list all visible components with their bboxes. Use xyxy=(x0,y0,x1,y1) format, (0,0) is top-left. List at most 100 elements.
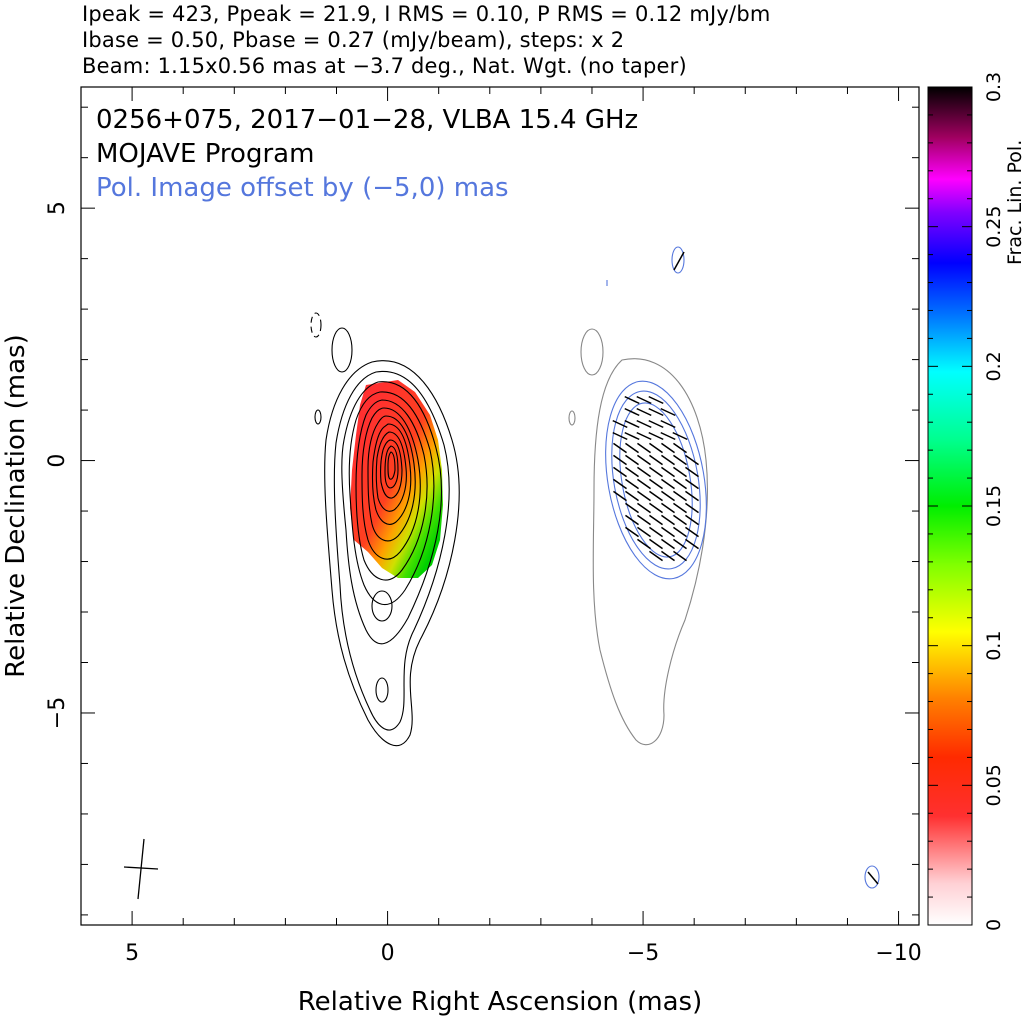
y-axis-label: Relative Declination (mas) xyxy=(1,334,31,677)
evpa-tick xyxy=(649,550,663,562)
header-line-2: Ibase = 0.50, Pbase = 0.27 (mJy/beam), s… xyxy=(82,28,625,52)
evpa-tick xyxy=(649,478,663,490)
intensity-contours xyxy=(310,312,460,747)
pol-image-contours xyxy=(568,328,708,746)
x-tick-label: −10 xyxy=(875,941,921,966)
evpa-tick xyxy=(685,466,699,478)
evpa-tick xyxy=(660,407,676,417)
y-tick-labels: 5 0 −5 xyxy=(45,201,70,729)
evpa-tick xyxy=(661,466,675,478)
y-axis-ticks xyxy=(81,106,919,916)
colorbar-tick-label: 0.3 xyxy=(983,72,1005,102)
evpa-tick xyxy=(661,502,675,514)
plot-title-3: Pol. Image offset by (−5,0) mas xyxy=(96,173,509,203)
evpa-tick xyxy=(637,538,651,550)
evpa-tick xyxy=(636,431,652,441)
evpa-tick xyxy=(661,478,675,490)
evpa-tick xyxy=(673,514,687,526)
evpa-tick xyxy=(672,431,688,441)
colorbar-label: Frac. Lin. Pol. xyxy=(1004,140,1026,265)
evpa-tick xyxy=(649,526,663,538)
evpa-tick xyxy=(649,538,663,550)
plot-frame xyxy=(80,86,920,926)
beam-marker xyxy=(123,838,159,900)
evpa-tick xyxy=(612,431,628,441)
evpa-tick xyxy=(648,407,664,417)
evpa-tick xyxy=(673,466,687,478)
plot-title-1: 0256+075, 2017−01−28, VLBA 15.4 GHz xyxy=(96,105,638,135)
evpa-tick xyxy=(625,442,639,454)
x-axis-label: Relative Right Ascension (mas) xyxy=(298,987,702,1017)
evpa-tick xyxy=(867,871,879,885)
evpa-tick xyxy=(637,478,651,490)
header-line-3: Beam: 1.15x0.56 mas at −3.7 deg., Nat. W… xyxy=(82,54,687,78)
evpa-tick xyxy=(636,395,652,405)
evpa-tick xyxy=(685,502,699,514)
evpa-tick xyxy=(637,454,651,466)
evpa-tick xyxy=(637,526,651,538)
colorbar-tick-labels: 0 0.05 0.1 0.15 0.2 0.25 0.3 xyxy=(983,72,1005,931)
evpa-tick xyxy=(673,538,687,550)
evpa-tick xyxy=(685,526,699,538)
y-tick-label: 0 xyxy=(45,454,70,468)
pol-fraction-patch xyxy=(350,380,443,578)
evpa-tick xyxy=(625,514,639,526)
evpa-tick xyxy=(636,407,652,417)
x-tick-labels: 5 0 −5 −10 xyxy=(125,941,922,966)
y-tick-label: −5 xyxy=(45,697,70,729)
evpa-tick xyxy=(673,490,687,502)
colorbar-tick-label: 0 xyxy=(983,919,1005,931)
evpa-tick xyxy=(649,514,663,526)
y-tick-label: 5 xyxy=(45,201,70,215)
evpa-tick xyxy=(685,454,699,466)
evpa-tick xyxy=(661,454,675,466)
colorbar-tick-label: 0.15 xyxy=(983,485,1005,527)
evpa-tick xyxy=(661,442,675,454)
evpa-tick xyxy=(685,538,699,550)
evpa-tick xyxy=(613,466,627,478)
evpa-tick xyxy=(660,419,676,429)
colorbar-tick-label: 0.2 xyxy=(983,351,1005,381)
evpa-tick xyxy=(625,526,639,538)
evpa-tick xyxy=(661,550,675,562)
evpa-tick xyxy=(648,395,664,405)
evpa-tick xyxy=(685,478,699,490)
evpa-tick xyxy=(613,490,627,502)
evpa-tick xyxy=(649,490,663,502)
x-axis-ticks xyxy=(80,87,900,925)
evpa-tick xyxy=(612,419,628,429)
evpa-tick xyxy=(673,251,685,271)
evpa-tick xyxy=(673,550,687,562)
evpa-tick xyxy=(625,478,639,490)
x-tick-label: −5 xyxy=(627,941,659,966)
evpa-tick xyxy=(625,466,639,478)
evpa-tick xyxy=(625,454,639,466)
evpa-tick xyxy=(624,395,640,405)
evpa-tick xyxy=(673,478,687,490)
evpa-tick xyxy=(637,502,651,514)
evpa-tick xyxy=(648,431,664,441)
evpa-tick xyxy=(673,526,687,538)
colorbar-ticks xyxy=(928,86,972,926)
evpa-tick xyxy=(660,431,676,441)
evpa-tick xyxy=(649,466,663,478)
x-tick-label: 0 xyxy=(381,941,395,966)
evpa-tick xyxy=(625,490,639,502)
colorbar-tick-label: 0.05 xyxy=(983,764,1005,806)
evpa-tick xyxy=(637,514,651,526)
evpa-tick xyxy=(613,454,627,466)
evpa-tick xyxy=(624,407,640,417)
colorbar-tick-label: 0.25 xyxy=(983,206,1005,248)
evpa-tick xyxy=(637,442,651,454)
evpa-tick xyxy=(648,419,664,429)
evpa-tick xyxy=(613,442,627,454)
evpa-tick xyxy=(624,431,640,441)
evpa-ticks xyxy=(612,251,879,885)
evpa-tick xyxy=(624,419,640,429)
colorbar-tick-label: 0.1 xyxy=(983,631,1005,661)
evpa-tick xyxy=(636,419,652,429)
evpa-tick xyxy=(685,514,699,526)
evpa-tick xyxy=(673,502,687,514)
evpa-tick xyxy=(661,514,675,526)
evpa-tick xyxy=(685,490,699,502)
